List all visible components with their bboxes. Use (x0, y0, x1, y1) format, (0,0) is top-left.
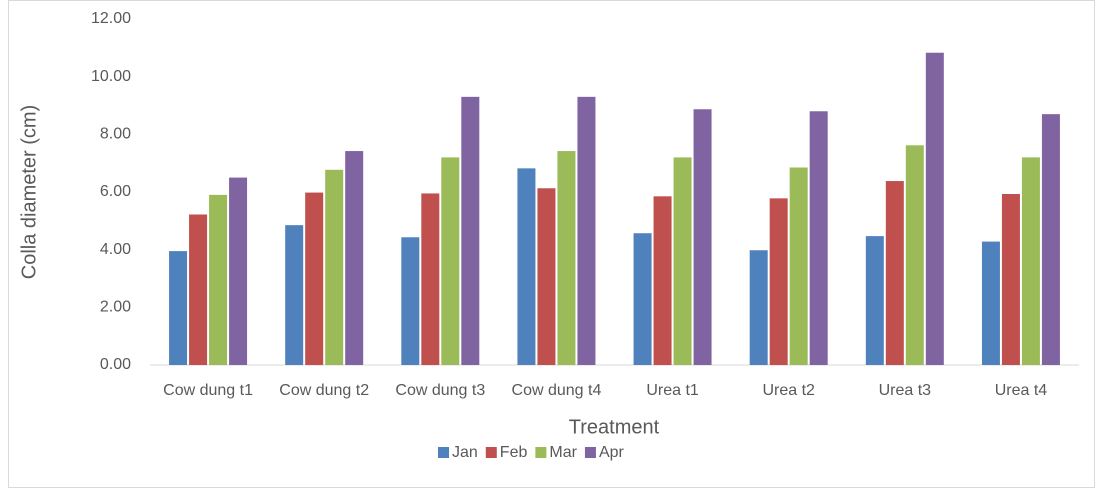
bar (769, 198, 788, 365)
bar (441, 157, 460, 365)
bar (633, 233, 652, 365)
bar (229, 177, 248, 365)
x-tick-label: Urea t1 (646, 382, 699, 399)
x-tick-label: Cow dung t4 (512, 382, 602, 399)
bar (401, 237, 420, 365)
bar (1001, 194, 1020, 365)
x-axis-title: Treatment (569, 416, 660, 438)
bar (461, 96, 480, 365)
bar (421, 193, 440, 365)
bar (809, 111, 828, 366)
bar (1021, 157, 1040, 365)
bar (577, 96, 596, 365)
x-tick-label: Cow dung t3 (395, 382, 485, 399)
bar (925, 52, 944, 366)
x-tick-label: Cow dung t2 (279, 382, 369, 399)
bar (189, 214, 208, 365)
bar (693, 109, 712, 365)
y-tick-label: 10.00 (91, 68, 131, 85)
bar (285, 225, 304, 365)
bar (749, 250, 768, 365)
legend-label: Mar (549, 444, 577, 461)
legend-label: Feb (500, 444, 528, 461)
y-tick-label: 4.00 (100, 241, 131, 258)
bar (865, 236, 884, 365)
legend-swatch (535, 447, 547, 458)
legend-swatch (584, 447, 596, 458)
bar (517, 168, 536, 365)
x-tick-label: Urea t3 (879, 382, 932, 399)
x-tick-label: Urea t2 (762, 382, 815, 399)
bar (1041, 114, 1060, 366)
bar (345, 151, 364, 365)
legend-label: Apr (599, 444, 625, 461)
y-tick-label: 0.00 (100, 356, 131, 373)
bar (537, 188, 556, 365)
y-tick-label: 8.00 (100, 126, 131, 143)
bar (905, 145, 924, 365)
bar (557, 151, 576, 365)
bar (653, 196, 672, 365)
y-tick-label: 12.00 (91, 10, 131, 27)
y-tick-label: 6.00 (100, 183, 131, 200)
x-tick-label: Cow dung t1 (163, 382, 253, 399)
legend-swatch (438, 447, 449, 458)
bar (789, 167, 808, 365)
bar (885, 181, 904, 365)
bar (325, 169, 344, 365)
y-axis-title: Colla diameter (cm) (18, 105, 40, 279)
bar (169, 251, 188, 365)
legend-swatch (485, 447, 497, 458)
x-tick-label: Urea t4 (995, 382, 1048, 399)
bar (981, 241, 1000, 365)
bar (305, 192, 324, 365)
bar (209, 194, 228, 365)
y-tick-label: 2.00 (100, 299, 131, 316)
bar (673, 157, 692, 365)
legend-label: Jan (452, 444, 478, 461)
